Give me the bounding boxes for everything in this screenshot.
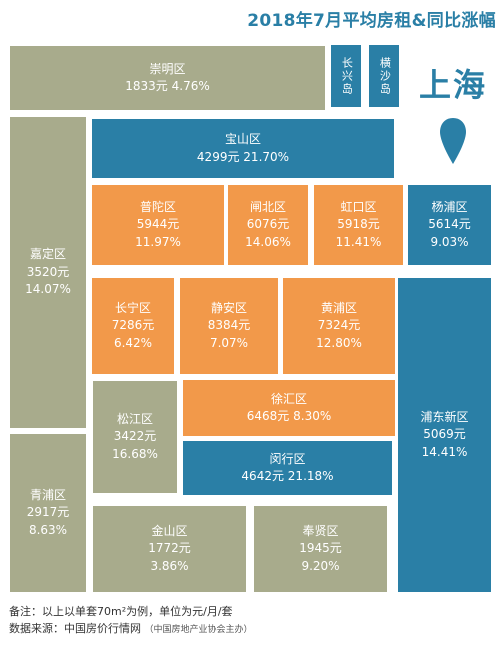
district-yoy: 16.68% <box>112 446 158 461</box>
district-yoy: 14.06% <box>245 234 291 249</box>
district-rent: 4642元 <box>241 469 284 483</box>
district-chongming: 崇明区 1833元 4.76% <box>9 45 326 111</box>
district-rent: 7286元 <box>111 318 155 333</box>
district-rent: 6076元 <box>246 217 290 232</box>
district-yoy: 21.70% <box>243 149 290 164</box>
district-name: 金山区 <box>151 523 188 538</box>
district-yoy: 7.07% <box>209 335 249 350</box>
district-yoy: 21.18% <box>287 469 334 483</box>
district-name: 横沙岛 <box>378 56 392 96</box>
district-name: 静安区 <box>210 300 247 315</box>
district-jingan: 静安区 8384元 7.07% <box>180 278 278 374</box>
district-name: 崇明区 <box>149 61 186 76</box>
district-name: 奉贤区 <box>302 523 339 538</box>
district-yoy: 6.42% <box>113 335 153 350</box>
district-huangpu: 黄浦区 7324元 12.80% <box>283 278 395 374</box>
district-yangpu: 杨浦区 5614元 9.03% <box>408 185 491 265</box>
district-name: 宝山区 <box>224 132 261 147</box>
district-jinshan: 金山区 1772元 3.86% <box>92 505 247 593</box>
district-name: 虹口区 <box>340 199 377 214</box>
district-yoy: 8.63% <box>28 522 68 537</box>
district-putuo: 普陀区 5944元 11.97% <box>92 185 224 265</box>
district-name: 闵行区 <box>269 451 306 466</box>
district-rent: 8384元 <box>207 318 251 333</box>
district-name: 浦东新区 <box>420 409 469 424</box>
district-yoy: 4.76% <box>171 79 210 93</box>
district-qingpu: 青浦区 2917元 8.63% <box>9 433 87 593</box>
district-rent: 7324元 <box>317 318 361 333</box>
source-text: 数据来源：中国房价行情网 <box>9 622 141 635</box>
district-rent: 2917元 <box>26 505 70 520</box>
district-hengsha: 横沙岛 <box>369 45 399 107</box>
district-yoy: 11.97% <box>135 234 181 249</box>
district-yoy: 9.20% <box>301 558 340 573</box>
district-rent: 4299元 <box>196 149 240 164</box>
district-yoy: 9.03% <box>430 234 469 249</box>
footnote-note: 备注：以上以单套70m²为例，单位为元/月/套 <box>9 605 233 618</box>
footnote-source: 数据来源：中国房价行情网 （中国房地产业协会主办） <box>9 620 489 636</box>
map-pin-icon <box>440 118 466 164</box>
district-yoy: 14.41% <box>421 444 468 459</box>
district-name: 长宁区 <box>114 300 151 315</box>
district-rent: 5918元 <box>337 217 380 232</box>
district-rent: 3422元 <box>113 429 157 444</box>
district-yoy: 8.30% <box>293 409 332 423</box>
district-pudong: 浦东新区 5069元 14.41% <box>398 278 491 592</box>
district-changxing: 长兴岛 <box>331 45 361 107</box>
district-fengxian: 奉贤区 1945元 9.20% <box>253 505 388 593</box>
district-name: 黄浦区 <box>320 300 357 315</box>
district-rent: 1833元 <box>125 79 168 93</box>
district-minhang: 闵行区 4642元 21.18% <box>183 441 392 495</box>
district-baoshan: 宝山区 4299元 21.70% <box>92 119 394 178</box>
district-rent: 5614元 <box>428 217 471 232</box>
district-changning: 长宁区 7286元 6.42% <box>92 278 174 374</box>
district-yoy: 11.41% <box>335 234 382 249</box>
page-title: 2018年7月平均房租&同比涨幅 <box>247 11 496 31</box>
district-hongkou: 虹口区 5918元 11.41% <box>314 185 403 265</box>
source-sub: （中国房地产业协会主办） <box>144 625 253 635</box>
district-name: 松江区 <box>116 411 153 426</box>
district-rent: 1772元 <box>148 541 191 556</box>
district-xuhui: 徐汇区 6468元 8.30% <box>183 380 395 436</box>
district-yoy: 14.07% <box>25 282 71 297</box>
district-name: 徐汇区 <box>270 391 307 406</box>
district-name: 青浦区 <box>29 487 66 502</box>
district-rent: 5944元 <box>136 217 180 232</box>
district-yoy: 12.80% <box>316 335 362 350</box>
district-name: 长兴岛 <box>340 56 354 96</box>
district-rent: 5069元 <box>423 427 466 442</box>
district-name: 嘉定区 <box>29 247 66 262</box>
district-zhabei: 闸北区 6076元 14.06% <box>228 185 308 265</box>
district-name: 杨浦区 <box>431 199 468 214</box>
city-name: 上海 <box>418 66 487 104</box>
district-name: 普陀区 <box>139 199 176 214</box>
district-songjiang: 松江区 3422元 16.68% <box>92 380 178 494</box>
district-jiading: 嘉定区 3520元 14.07% <box>9 116 87 429</box>
district-yoy: 3.86% <box>150 558 189 573</box>
district-rent: 3520元 <box>26 264 70 279</box>
district-rent: 6468元 <box>246 409 290 423</box>
district-name: 闸北区 <box>249 199 286 214</box>
district-rent: 1945元 <box>299 541 342 556</box>
